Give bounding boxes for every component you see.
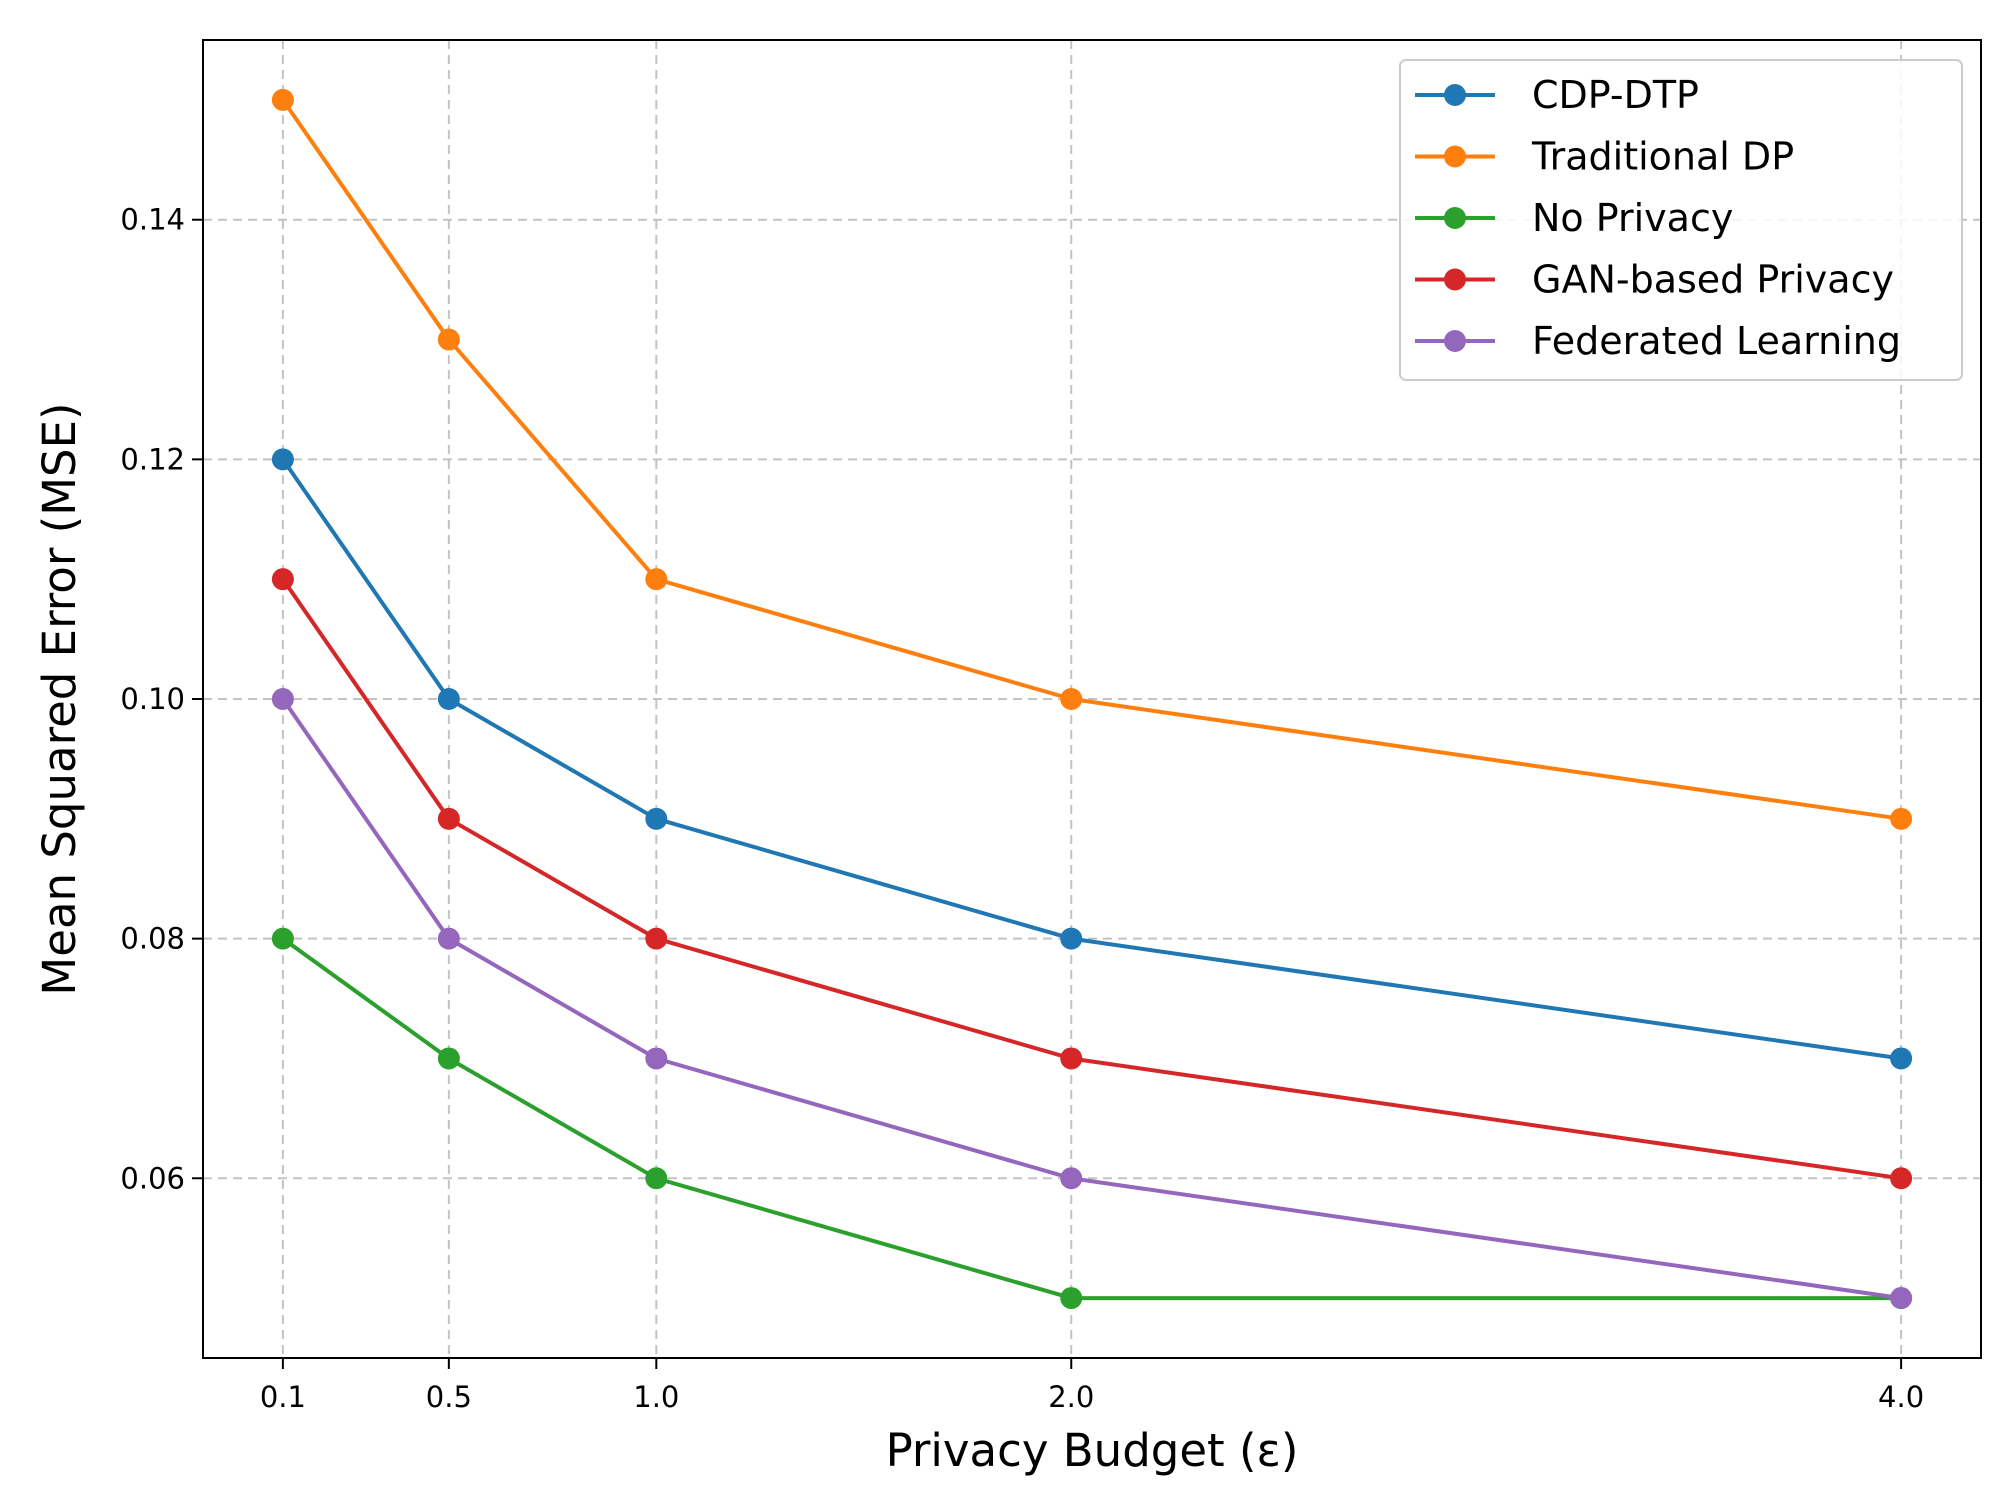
data-point — [437, 807, 460, 830]
series-gan-based-privacy — [271, 568, 1913, 1190]
data-point — [437, 927, 460, 950]
grid — [203, 40, 1981, 1358]
y-axis-label: Mean Squared Error (MSE) — [33, 402, 86, 995]
data-point — [1890, 1287, 1913, 1310]
data-point — [1060, 1167, 1083, 1190]
legend-label: CDP-DTP — [1532, 73, 1699, 117]
legend-label: No Privacy — [1532, 196, 1733, 240]
y-tick-label: 0.06 — [120, 1161, 185, 1195]
x-tick-label: 0.5 — [426, 1380, 472, 1414]
data-point — [645, 1047, 668, 1070]
legend-marker — [1444, 84, 1466, 106]
data-point — [271, 688, 294, 710]
data-point — [271, 88, 294, 111]
data-point — [645, 568, 668, 591]
legend-label: GAN-based Privacy — [1532, 258, 1894, 302]
series-line — [281, 936, 1902, 1301]
y-tick-label: 0.12 — [120, 442, 185, 476]
data-point — [271, 568, 294, 591]
data-point — [437, 1047, 460, 1070]
series-line — [281, 697, 1902, 1301]
data-point — [1060, 1287, 1083, 1310]
data-point — [1890, 1047, 1913, 1070]
legend-marker — [1444, 207, 1466, 229]
data-point — [271, 927, 294, 950]
data-point — [645, 807, 668, 830]
series-traditional-dp — [271, 88, 1913, 830]
axis-ticks: 0.1 0.5 1.0 2.0 4.0 0.06 0.08 0.10 0.12 0.14 — [120, 203, 1924, 1414]
y-tick-label: 0.08 — [120, 922, 185, 956]
data-point — [645, 1167, 668, 1190]
x-tick-label: 1.0 — [633, 1380, 679, 1414]
legend-marker — [1444, 330, 1466, 352]
data-point — [645, 927, 668, 950]
series-federated-learning — [271, 688, 1913, 1310]
data-point — [1060, 927, 1083, 950]
data-point — [1060, 688, 1083, 710]
data-point — [271, 448, 294, 471]
legend-marker — [1444, 145, 1466, 168]
y-tick-label: 0.10 — [120, 682, 185, 716]
series-cdp-dtp — [271, 448, 1913, 1070]
x-tick-label: 2.0 — [1048, 1380, 1094, 1414]
y-tick-label: 0.14 — [120, 203, 185, 237]
legend: CDP-DTP Traditional DP No Privacy GAN-based… — [1399, 59, 1963, 381]
legend-marker — [1444, 268, 1466, 291]
data-point — [1060, 1047, 1083, 1070]
x-tick-label: 0.1 — [260, 1380, 306, 1414]
plot-series — [271, 88, 1913, 1310]
data-point — [437, 688, 460, 710]
legend-label: Traditional DP — [1531, 135, 1794, 179]
series-line — [281, 458, 1902, 1061]
legend-label: Federated Learning — [1532, 319, 1901, 363]
data-point — [437, 328, 460, 351]
x-tick-label: 4.0 — [1878, 1380, 1924, 1414]
x-axis-label: Privacy Budget (ε) — [886, 1424, 1299, 1477]
data-point — [1890, 807, 1913, 830]
legend-frame — [1399, 59, 1963, 381]
data-point — [1890, 1167, 1913, 1190]
series-no-privacy — [271, 927, 1913, 1310]
series-line — [281, 578, 1902, 1181]
